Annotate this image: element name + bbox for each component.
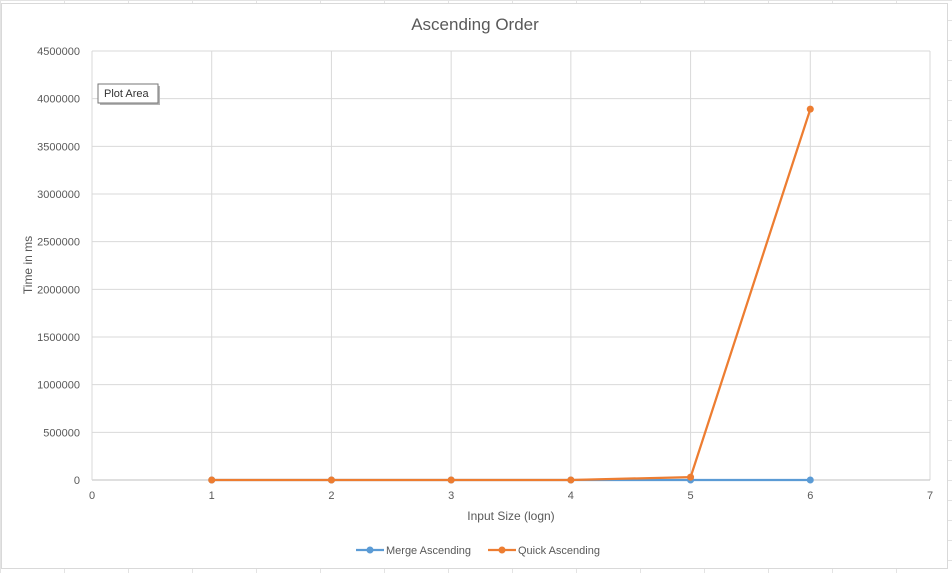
data-point[interactable] <box>687 473 695 481</box>
data-point[interactable] <box>327 476 335 484</box>
legend-item[interactable]: Quick Ascending <box>488 545 600 557</box>
x-tick-label: 5 <box>688 490 694 502</box>
y-tick-label: 4500000 <box>37 46 80 58</box>
data-point[interactable] <box>806 105 814 113</box>
tooltip-box <box>97 83 159 104</box>
chart-title: Ascending Order <box>411 15 539 34</box>
axes: 0 500000 1000000 1500000 2000000 2500000 30000… <box>37 46 933 502</box>
gridlines <box>92 50 931 480</box>
y-tick-label: 2500000 <box>37 237 80 249</box>
legend-item[interactable]: Merge Ascending <box>356 545 471 557</box>
y-tick-label: 500000 <box>43 427 80 439</box>
tooltip-label: Plot Area <box>104 88 150 100</box>
series-layer[interactable] <box>208 105 814 484</box>
legend-label: Merge Ascending <box>386 545 471 557</box>
y-tick-label: 3500000 <box>37 141 80 153</box>
legend[interactable]: Merge Ascending Quick Ascending <box>356 545 600 557</box>
x-tick-label: 1 <box>209 490 215 502</box>
y-axis-title: Time in ms <box>21 236 35 294</box>
y-tick-label: 3000000 <box>37 189 80 201</box>
y-tick-label: 2000000 <box>37 284 80 296</box>
data-point[interactable] <box>806 476 814 484</box>
legend-swatch-marker <box>498 546 506 554</box>
data-point[interactable] <box>567 476 575 484</box>
data-point[interactable] <box>208 476 216 484</box>
data-point[interactable] <box>447 476 455 484</box>
plot-area-tooltip: Plot Area <box>97 83 160 105</box>
x-tick-label: 0 <box>89 490 95 502</box>
legend-swatch-marker <box>366 546 374 554</box>
x-tick-label: 4 <box>568 490 574 502</box>
x-tick-label: 6 <box>807 490 813 502</box>
x-tick-label: 2 <box>328 490 334 502</box>
x-tick-label: 3 <box>448 490 454 502</box>
series-quick-ascending[interactable] <box>208 105 814 484</box>
legend-label: Quick Ascending <box>518 545 600 557</box>
y-tick-label: 0 <box>74 475 80 487</box>
y-tick-label: 1000000 <box>37 380 80 392</box>
series-line[interactable] <box>211 108 812 482</box>
y-tick-label: 1500000 <box>37 332 80 344</box>
y-tick-label: 4000000 <box>37 94 80 106</box>
x-axis-title: Input Size (logn) <box>467 509 554 523</box>
x-tick-label: 7 <box>927 490 933 502</box>
